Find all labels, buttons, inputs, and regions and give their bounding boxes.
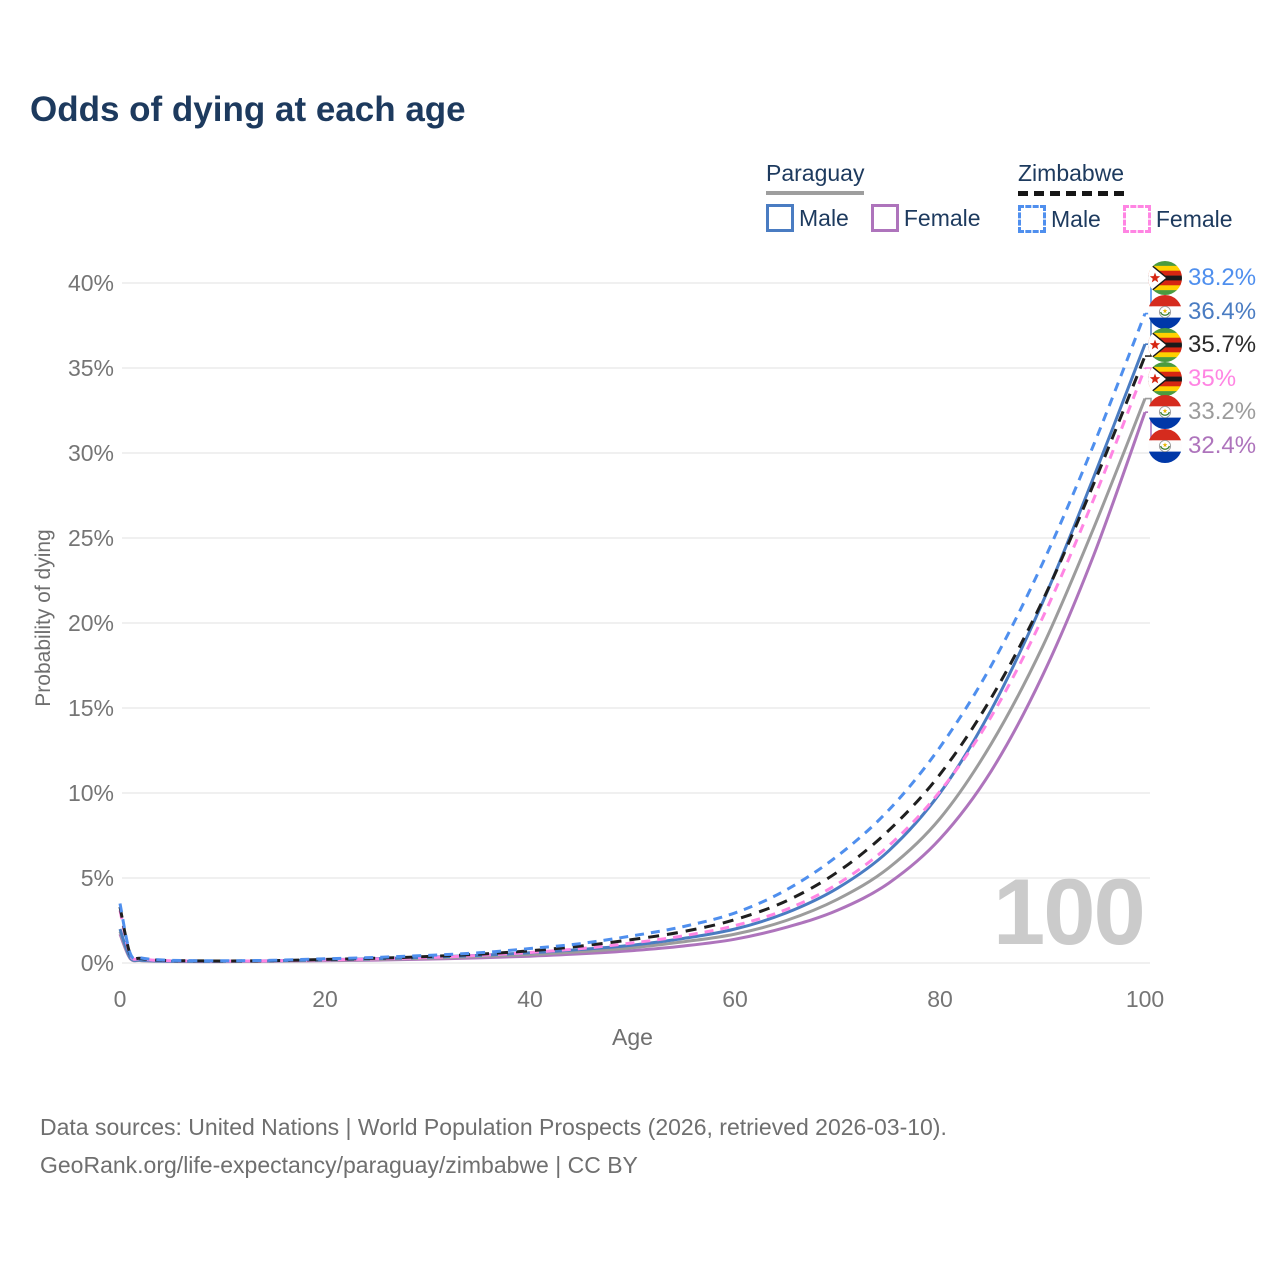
zimbabwe-flag-icon [1148, 361, 1182, 396]
legend-label-paraguay-female: Female [903, 204, 981, 231]
x-tick-100: 100 [1125, 986, 1165, 1012]
end-label-zimbabwe-both: 35.7% [1148, 328, 1256, 362]
end-value: 38.2% [1188, 264, 1257, 291]
end-label-paraguay-male: 36.4% [1148, 294, 1257, 329]
paraguay-flag-icon [1148, 294, 1182, 329]
legend-item-zimbabwe-female[interactable]: Female [1122, 205, 1233, 233]
y-tick-25%: 25% [67, 525, 114, 551]
x-tick-40: 40 [517, 986, 543, 1012]
y-tick-15%: 15% [67, 695, 114, 721]
end-value: 35.7% [1188, 331, 1257, 358]
end-label-paraguay-both: 33.2% [1148, 395, 1256, 429]
zimbabwe-male-swatch-icon [1018, 205, 1046, 233]
zimbabwe-female-swatch-icon [1122, 205, 1151, 233]
y-tick-10%: 10% [67, 780, 114, 806]
x-tick-0: 0 [113, 986, 127, 1012]
legend-label-zimbabwe-male: Male [1051, 205, 1101, 232]
legend-row-zimbabwe: Male Female [1018, 205, 1255, 233]
line-paraguay-female [118, 411, 1147, 964]
x-tick-20: 20 [312, 986, 338, 1012]
legend-group-paraguay: Paraguay Male Female [766, 160, 1003, 232]
zimbabwe-flag-icon [1148, 261, 1182, 295]
end-label-zimbabwe-male: 38.2% [1148, 261, 1256, 295]
footer-attribution: GeoRank.org/life-expectancy/paraguay/zim… [40, 1152, 638, 1178]
y-tick-35%: 35% [67, 355, 114, 381]
y-tick-5%: 5% [80, 865, 114, 891]
x-axis-label: Age [612, 1024, 653, 1050]
y-tick-40%: 40% [67, 270, 114, 296]
y-tick-30%: 30% [67, 440, 114, 466]
chart-title: Odds of dying at each age [30, 90, 466, 129]
footer: Data sources: United Nations | World Pop… [40, 1108, 947, 1184]
line-zimbabwe-male [118, 313, 1147, 963]
age-watermark: 100 [993, 859, 1146, 964]
y-tick-20%: 20% [67, 610, 114, 636]
legend-row-paraguay: Male Female [766, 204, 1003, 232]
paraguay-male-swatch-icon [766, 204, 794, 232]
end-label-paraguay-female: 32.4% [1148, 428, 1257, 463]
zimbabwe-flag-icon [1148, 328, 1182, 362]
line-zimbabwe-female [118, 367, 1147, 963]
x-tick-80: 80 [927, 986, 953, 1012]
paraguay-flag-icon [1148, 428, 1182, 463]
legend-item-paraguay-male[interactable]: Male [766, 204, 849, 232]
legend-item-zimbabwe-male[interactable]: Male [1018, 205, 1101, 233]
end-value: 32.4% [1188, 431, 1257, 459]
line-paraguay-both [118, 398, 1147, 963]
legend-label-zimbabwe-female: Female [1155, 205, 1233, 232]
legend-country-zimbabwe: Zimbabwe [1018, 160, 1125, 196]
end-value: 33.2% [1188, 398, 1257, 425]
footer-data-sources: Data sources: United Nations | World Pop… [40, 1114, 947, 1140]
end-value: 35% [1188, 364, 1237, 392]
legend-label-paraguay-male: Male [799, 204, 849, 231]
line-zimbabwe-both [118, 355, 1147, 963]
x-tick-60: 60 [722, 986, 748, 1012]
end-label-zimbabwe-female: 35% [1148, 361, 1237, 396]
paraguay-female-swatch-icon [870, 204, 899, 232]
paraguay-flag-icon [1148, 395, 1182, 429]
legend-item-paraguay-female[interactable]: Female [870, 204, 981, 232]
end-value: 36.4% [1188, 297, 1257, 325]
line-paraguay-male [118, 343, 1147, 963]
legend-group-zimbabwe: Zimbabwe Male Female [1018, 160, 1255, 233]
y-tick-0%: 0% [80, 950, 114, 976]
legend-country-paraguay: Paraguay [766, 160, 865, 195]
